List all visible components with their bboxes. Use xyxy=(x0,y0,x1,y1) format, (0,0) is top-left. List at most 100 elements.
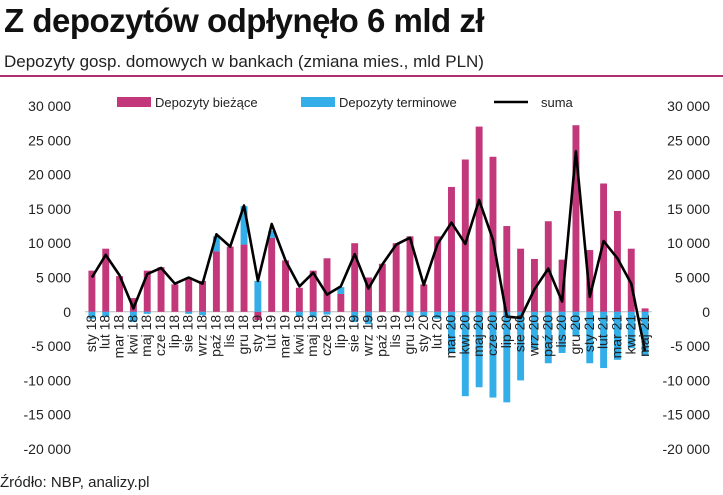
x-tick-label: gru 19 xyxy=(401,315,417,355)
y-axis-left: 30 000 25 000 20 000 15 000 10 000 5 000 0 -5 0… xyxy=(24,98,72,457)
bar-current xyxy=(365,277,372,312)
y-tick-label-right: 10 000 xyxy=(667,235,710,251)
bar-term xyxy=(143,311,151,314)
x-tick-label: kwi 21 xyxy=(622,315,638,355)
x-tick-label: mar 18 xyxy=(111,315,127,359)
x-tick-label: maj 21 xyxy=(636,315,652,357)
x-tick-label: wrz 18 xyxy=(194,315,210,357)
bar-term xyxy=(641,311,649,356)
x-tick-label: lis 20 xyxy=(553,315,569,348)
y-tick-label-left: -20 000 xyxy=(24,441,72,457)
legend-label-term: Depozyty terminowe xyxy=(339,95,457,110)
deposits-chart: Depozyty bieżące Depozyty terminowe suma 3… xyxy=(24,95,711,457)
y-tick-label-left: 5 000 xyxy=(36,270,71,286)
bar-current xyxy=(226,246,234,312)
y-tick-label-left: 30 000 xyxy=(28,98,71,114)
bar-term xyxy=(503,311,511,403)
legend-swatch-term xyxy=(301,97,335,107)
bar-current xyxy=(461,159,469,312)
bar-current xyxy=(517,248,525,312)
bar-term xyxy=(530,311,538,350)
bar-current xyxy=(475,126,483,312)
bar-term xyxy=(129,311,137,323)
page-subtitle: Depozyty gosp. domowych w bankach (zmian… xyxy=(4,52,484,71)
bar-term xyxy=(365,311,372,325)
x-tick-label: maj 18 xyxy=(138,315,154,357)
bar-term xyxy=(434,311,442,319)
bar-term xyxy=(309,311,317,318)
legend-label-current: Depozyty bieżące xyxy=(155,95,258,110)
bar-current xyxy=(586,250,594,312)
source-note: Źródło: NBP, analizy.pl xyxy=(0,474,150,491)
bar-term xyxy=(323,311,331,315)
y-tick-label-right: 25 000 xyxy=(667,132,710,148)
bar-current xyxy=(268,237,276,312)
x-tick-label: lut 19 xyxy=(263,315,279,349)
legend-label-sum: suma xyxy=(541,95,574,110)
x-tick-label: kwi 19 xyxy=(290,315,306,355)
chart-legend: Depozyty bieżące Depozyty terminowe suma xyxy=(117,95,574,110)
x-tick-label: maj 20 xyxy=(470,315,486,357)
bar-current xyxy=(157,267,165,312)
x-tick-label: mar 21 xyxy=(608,315,624,359)
bar-current xyxy=(199,280,207,312)
y-tick-label-left: 15 000 xyxy=(28,201,71,217)
x-tick-label: kwi 20 xyxy=(456,315,472,355)
y-tick-label-right: 20 000 xyxy=(667,167,710,183)
x-tick-label: kwi 18 xyxy=(124,315,140,355)
bar-current xyxy=(254,311,262,321)
y-tick-label-right: 5 000 xyxy=(675,270,710,286)
bar-current xyxy=(185,277,193,312)
x-tick-label: paź 19 xyxy=(373,315,389,357)
bar-current xyxy=(503,226,511,312)
x-tick-label: lut 21 xyxy=(595,315,611,349)
bar-current xyxy=(102,248,110,312)
bar-current xyxy=(600,183,608,312)
bar-current xyxy=(420,284,428,312)
bar-term xyxy=(351,311,359,323)
x-tick-label: sty 20 xyxy=(415,315,431,353)
bar-current xyxy=(448,186,455,312)
bar-current xyxy=(489,156,497,312)
bar-current xyxy=(171,284,179,312)
y-tick-label-right: 0 xyxy=(702,304,710,320)
bar-term xyxy=(420,311,428,316)
sum-line xyxy=(90,150,647,352)
y-tick-label-left: -5 000 xyxy=(31,338,71,354)
bar-current xyxy=(530,258,538,312)
bar-term xyxy=(517,311,525,381)
bar-term xyxy=(558,311,566,353)
x-tick-label: wrz 19 xyxy=(360,315,376,357)
bar-term xyxy=(489,311,497,398)
x-tick-label: wrz 20 xyxy=(525,315,541,357)
bar-current xyxy=(323,258,331,312)
bar-term xyxy=(544,311,552,364)
bar-term xyxy=(199,311,207,316)
x-tick-label: sie 19 xyxy=(346,315,362,353)
x-tick-label: lut 18 xyxy=(97,315,113,349)
y-tick-label-right: -5 000 xyxy=(670,338,710,354)
bar-term xyxy=(254,280,262,312)
bar-current xyxy=(295,287,303,312)
x-tick-label: sty 19 xyxy=(249,315,265,353)
bar-current xyxy=(240,244,248,312)
bar-current xyxy=(282,260,289,312)
bar-current xyxy=(613,210,621,312)
x-tick-label: cze 18 xyxy=(152,315,168,356)
chart-sum-line xyxy=(90,150,647,352)
bar-term xyxy=(613,311,621,360)
x-tick-label: lis 19 xyxy=(387,315,403,348)
bar-current xyxy=(351,243,359,312)
bar-current xyxy=(309,270,317,312)
y-tick-label-left: -10 000 xyxy=(24,372,72,388)
x-tick-label: mar 19 xyxy=(277,315,293,359)
bar-current xyxy=(392,243,400,312)
bar-term xyxy=(185,311,193,314)
y-tick-label-right: 30 000 xyxy=(667,98,710,114)
x-tick-label: cze 20 xyxy=(484,315,500,356)
bar-current xyxy=(88,270,96,312)
bar-current xyxy=(544,221,552,312)
bar-term xyxy=(295,311,303,317)
bar-term xyxy=(268,230,276,238)
